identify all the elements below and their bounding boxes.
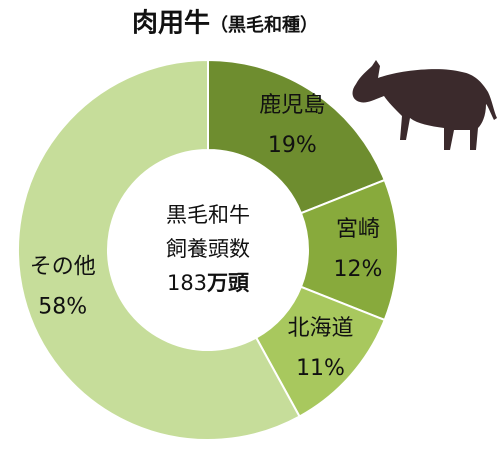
segment-label: 宮崎 bbox=[336, 217, 380, 242]
donut-segment bbox=[17, 58, 301, 441]
cow-icon bbox=[352, 60, 497, 150]
center-value: 183 bbox=[167, 271, 207, 295]
center-label: 飼養頭数 bbox=[166, 237, 250, 261]
segment-label: その他 bbox=[30, 254, 96, 279]
donut-segment bbox=[207, 58, 386, 215]
value-label: 58% bbox=[38, 294, 87, 319]
center-label: 黒毛和牛 bbox=[166, 203, 250, 227]
value-label: 12% bbox=[334, 257, 383, 282]
chart-title: 肉用牛 bbox=[132, 9, 210, 39]
chart-subtitle: （黒毛和種） bbox=[210, 14, 318, 36]
segment-label: 北海道 bbox=[288, 316, 354, 341]
value-label: 11% bbox=[296, 356, 345, 381]
value-label: 19% bbox=[268, 133, 317, 158]
center-unit: 万頭 bbox=[206, 271, 250, 295]
center-total: 183万頭 bbox=[167, 271, 250, 295]
segment-label: 鹿児島 bbox=[259, 93, 325, 118]
